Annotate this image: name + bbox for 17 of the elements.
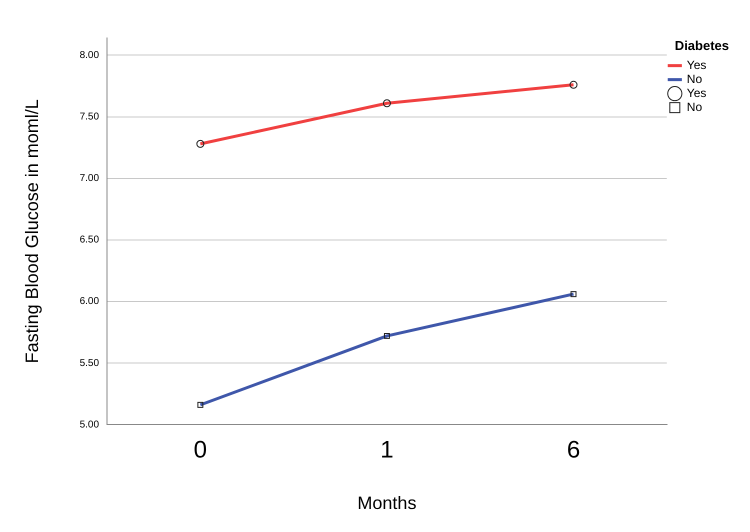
legend-title: Diabetes <box>674 38 730 54</box>
legend-label: Yes <box>686 86 706 100</box>
y-tick-label: 7.50 <box>80 112 100 123</box>
y-tick-label: 6.50 <box>80 234 100 246</box>
x-axis-title: Months <box>357 493 416 514</box>
x-tick-label: 6 <box>566 436 580 464</box>
y-tick-label: 8.00 <box>80 50 100 61</box>
x-tick-label: 0 <box>194 436 208 464</box>
y-tick-label: 5.00 <box>80 419 100 430</box>
y-axis-title: Fasting Blood Glucose in moml/L <box>22 99 42 364</box>
legend-label: No <box>686 100 702 114</box>
y-tick-label: 5.50 <box>80 358 100 369</box>
y-tick-label: 6.00 <box>80 296 100 308</box>
text: No <box>686 72 702 86</box>
x-tick-label: 1 <box>380 436 394 464</box>
text: Yes <box>686 58 706 72</box>
y-tick-label: 7.00 <box>80 173 100 184</box>
